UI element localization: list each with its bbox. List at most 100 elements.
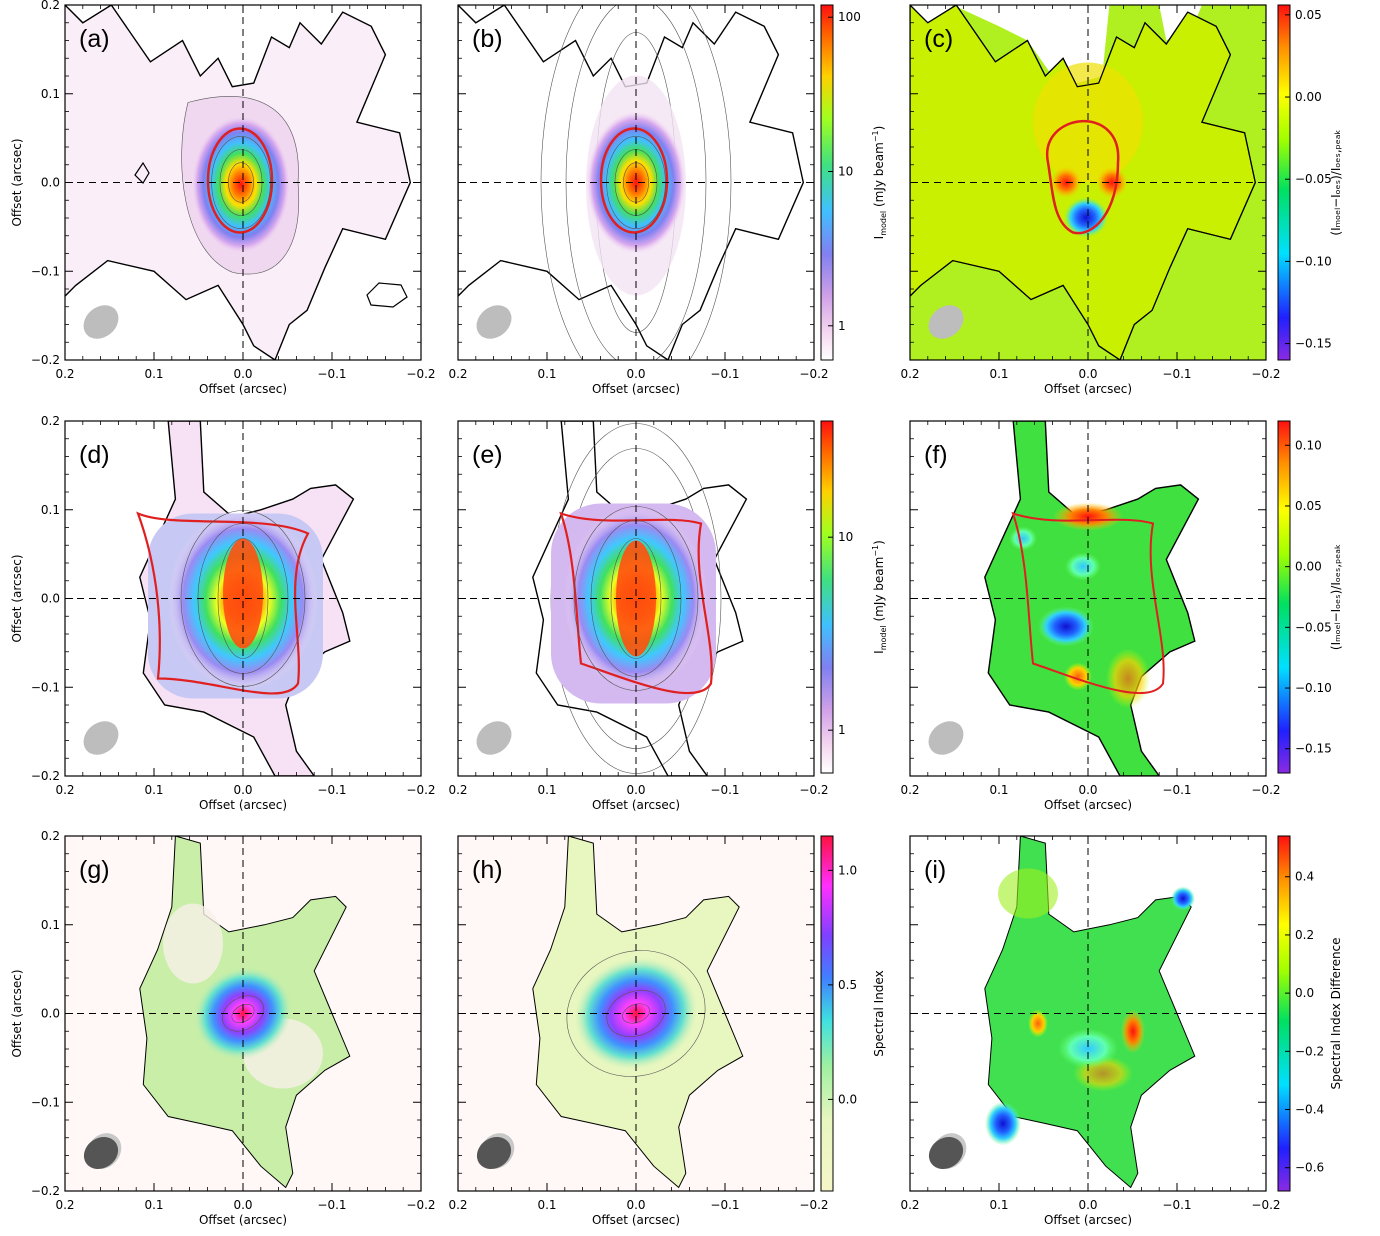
y-tick-label: 0.0 <box>41 592 60 606</box>
colorbar-label: Imodel (mJy beam−1) <box>871 540 888 654</box>
y-tick-label: 0.0 <box>41 1007 60 1021</box>
x-tick-label: 0.2 <box>448 783 467 797</box>
label-main: I <box>872 650 886 654</box>
residual-peak <box>1053 502 1123 531</box>
x-axis-label: Offset (arcsec) <box>1044 798 1132 812</box>
colorbar-label: (Iₘₒₑₗ−Iₒₑₛ)/Iₒₑₛ,ₚₑₐₖ <box>1329 129 1343 235</box>
colorbar-label: Spectral Index <box>872 970 886 1056</box>
colorbar-tick-label: −0.10 <box>1295 681 1332 695</box>
x-axis-label: Offset (arcsec) <box>1044 1213 1132 1227</box>
index-contour <box>566 950 706 1077</box>
x-tick-label: 0.0 <box>1078 367 1097 381</box>
y-tick-label: −0.1 <box>31 264 60 278</box>
colorbar-tick-label: 1.0 <box>838 863 857 877</box>
x-tick-label: 0.0 <box>1078 783 1097 797</box>
low-index-area <box>163 903 223 984</box>
label-main: I <box>872 236 886 240</box>
panel-label: (f) <box>924 441 948 469</box>
panel-label: (b) <box>472 25 503 53</box>
label-sup: −1 <box>871 130 880 142</box>
colorbar-gradient <box>820 420 834 774</box>
residual-peak <box>1064 662 1092 691</box>
residual-trough <box>1064 197 1108 238</box>
colorbar-tick-label: −0.05 <box>1295 620 1332 634</box>
x-tick-label: −0.1 <box>1162 783 1191 797</box>
x-axis-label: Offset (arcsec) <box>199 1213 287 1227</box>
y-tick-label: 0.1 <box>41 503 60 517</box>
colorbar-tick-label: 0.4 <box>1295 870 1314 884</box>
y-tick-label: −0.2 <box>31 353 60 367</box>
colorbar-tick-label: 0.00 <box>1295 90 1322 104</box>
colorbar-tick-label: 0.0 <box>1295 986 1314 1000</box>
difference-trough <box>985 1101 1021 1146</box>
x-tick-label: 0.2 <box>900 367 919 381</box>
y-tick-label: −0.2 <box>31 1184 60 1198</box>
x-tick-label: 0.1 <box>537 783 556 797</box>
model-contour <box>540 5 732 360</box>
colorbar-cb-row2-model: 1 10 Imodel (mJy beam−1) <box>820 420 888 774</box>
label-sup: −1 <box>871 545 880 557</box>
x-tick-label: 0.2 <box>448 367 467 381</box>
y-tick-label: 0.2 <box>41 0 60 12</box>
beam-ellipse <box>476 305 512 339</box>
intensity-contour <box>610 538 662 659</box>
residual-trough <box>1009 526 1037 551</box>
x-tick-label: 0.2 <box>55 783 74 797</box>
residual-trough <box>1038 606 1094 647</box>
axes-1: 0.2 0.1 0.0 −0.1 −0.2 Offset (arcsec) (b) <box>448 4 829 396</box>
label-rest: (mJy beam <box>872 557 886 626</box>
axes-8: 0.2 0.1 0.0 −0.1 −0.2 Offset (arcsec) (i) <box>900 835 1281 1227</box>
colorbar-gradient <box>1277 835 1291 1192</box>
label-sub: model <box>879 625 888 650</box>
colorbar-gradient <box>820 835 834 1192</box>
y-tick-label: −0.1 <box>31 1095 60 1109</box>
difference-trough <box>1058 1028 1118 1069</box>
x-tick-label: −0.1 <box>317 1198 346 1212</box>
intensity-contour <box>217 538 269 659</box>
difference-peak <box>1121 1009 1145 1054</box>
y-axis-label: Offset (arcsec) <box>10 969 24 1057</box>
label-end: ) <box>872 540 886 545</box>
colorbar-tick-label: −0.10 <box>1295 254 1332 268</box>
difference-area <box>998 868 1058 919</box>
colorbar-tick-label: −0.05 <box>1295 172 1332 186</box>
index-contour <box>606 990 666 1037</box>
x-tick-label: 0.1 <box>537 1198 556 1212</box>
red-contour <box>136 511 310 695</box>
x-tick-label: 0.0 <box>233 1198 252 1212</box>
x-axis-label: Offset (arcsec) <box>592 382 680 396</box>
residual-peak <box>1096 166 1128 199</box>
residual-peak <box>1106 648 1150 709</box>
beam-ellipse <box>83 721 119 755</box>
panel-label: (h) <box>472 856 503 884</box>
observed-outline <box>65 5 412 360</box>
x-tick-label: −0.2 <box>406 783 435 797</box>
beam-ellipse <box>476 721 512 755</box>
colorbar-tick-label: 0.05 <box>1295 8 1322 22</box>
x-tick-label: 0.0 <box>233 367 252 381</box>
y-axis-label: Offset (arcsec) <box>10 138 24 226</box>
beam-ellipse <box>928 305 964 339</box>
beam-ellipse <box>928 721 964 755</box>
colorbar-tick-label: 0.5 <box>838 978 857 992</box>
x-tick-label: 0.1 <box>144 783 163 797</box>
x-tick-label: −0.1 <box>710 783 739 797</box>
x-tick-label: −0.2 <box>1251 367 1280 381</box>
panel-label: (a) <box>79 25 110 53</box>
difference-peak <box>1028 1009 1048 1038</box>
red-contour <box>559 511 713 695</box>
x-tick-label: −0.1 <box>1162 367 1191 381</box>
colorbar-tick-label: 10 <box>838 530 853 544</box>
x-tick-label: −0.2 <box>799 1198 828 1212</box>
model-core <box>616 540 656 657</box>
beam-ellipse <box>928 1136 964 1170</box>
colorbar-cb-row2-resid: 0.10 0.05 0.00 −0.05 −0.10 −0.15 (Iₘₒₑₗ−Iₒₑₛ)/… <box>1277 420 1343 774</box>
index-contour <box>622 1003 650 1024</box>
y-tick-label: −0.1 <box>31 680 60 694</box>
x-tick-label: 0.0 <box>233 783 252 797</box>
x-tick-label: 0.2 <box>900 783 919 797</box>
colorbar-tick-label: −0.4 <box>1295 1103 1324 1117</box>
panel-label: (c) <box>924 25 953 53</box>
colorbar-label: (Iₘₒₑₗ−Iₒₑₛ)/Iₒₑₛ,ₚₑₐₖ <box>1329 544 1343 650</box>
